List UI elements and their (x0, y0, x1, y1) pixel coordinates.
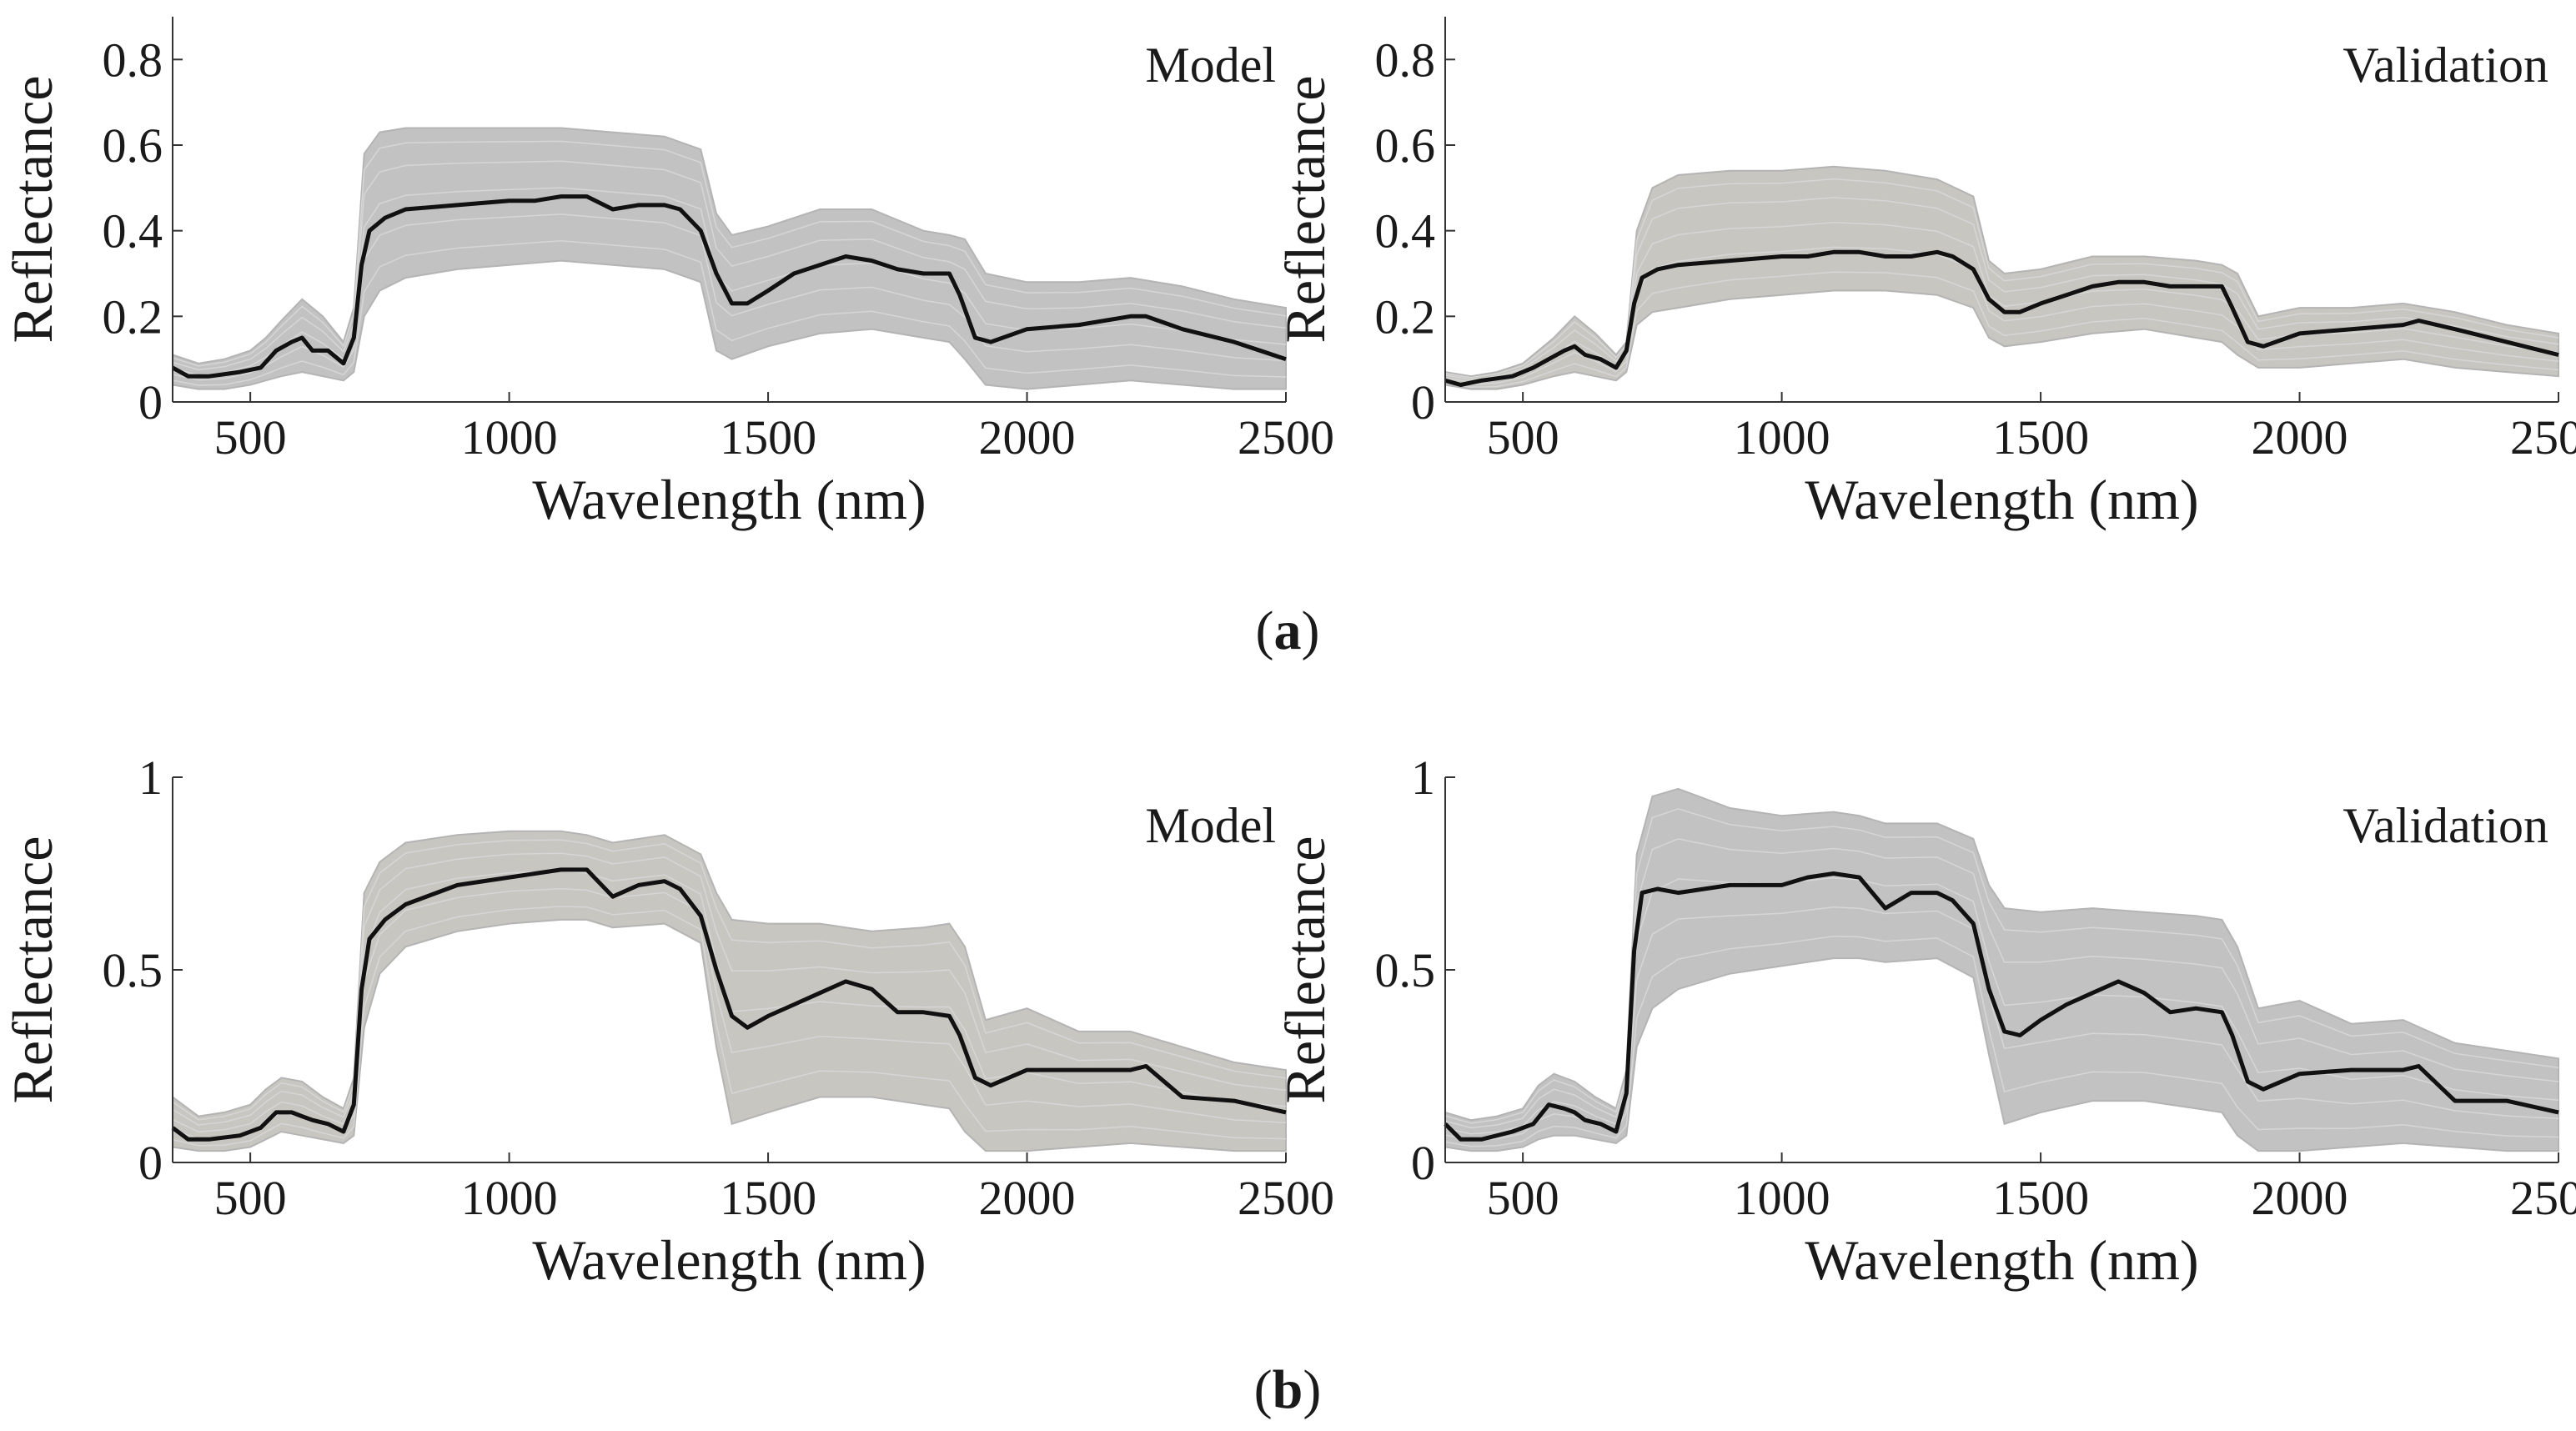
chart-1-y-tick-label-0: 0 (1411, 375, 1435, 429)
chart-3-spectra-texture (1444, 808, 2559, 1147)
chart-3-mean-spectrum-line (1444, 871, 2559, 1142)
chart-1-y-axis-title: Reflectance (1273, 76, 1337, 344)
caption-a-open: ( (1256, 600, 1274, 661)
chart-3-x-tick-label-3: 2000 (2252, 1171, 2348, 1225)
chart-1-x-axis-title: Wavelength (nm) (1805, 468, 2198, 531)
chart-0-mean-spectrum-line (171, 194, 1287, 379)
chart-2-y-tick-label-2: 1 (138, 751, 163, 805)
chart-0-y-tick-label-1: 0.2 (103, 289, 163, 344)
chart-2-y-tick-label-1: 0.5 (103, 943, 163, 997)
chart-1-panel-label: Validation (2343, 38, 2548, 93)
chart-2-x-tick-label-4: 2500 (1238, 1171, 1334, 1225)
chart-1-spectrum-line-4 (1444, 178, 2559, 379)
chart-0-x-tick-label-0: 500 (214, 410, 287, 464)
chart-0-panel-label: Model (1145, 38, 1276, 93)
chart-2-y-axis-title: Reflectance (1, 836, 64, 1104)
chart-1-spectra-texture (1444, 178, 2559, 389)
chart-0-y-tick-label-2: 0.4 (103, 204, 163, 259)
chart-1-spectrum-line-3 (1444, 197, 2559, 380)
chart-1-y-tick-label-1: 0.2 (1375, 289, 1436, 344)
chart-3-spectrum-line-3 (1444, 838, 2559, 1129)
chart-0-x-axis-title: Wavelength (nm) (532, 468, 926, 531)
chart-1-x-tick-label-4: 2500 (2510, 410, 2576, 464)
caption-b-close: ) (1303, 1359, 1321, 1420)
chart-3-y-tick-label-0: 0 (1411, 1136, 1435, 1190)
chart-1-y-tick-label-2: 0.4 (1375, 204, 1436, 259)
chart-0-spectrum-line-1 (172, 213, 1287, 381)
chart-0-spectra-texture (172, 140, 1287, 386)
chart-2-x-tick-label-3: 2000 (979, 1171, 1076, 1225)
chart-1: 500 1000 1500 2000 2500 0 0.2 0.4 0.6 0.8 Waveleng… (1273, 17, 2576, 531)
chart-1-x-tick-label-3: 2000 (2252, 410, 2348, 464)
chart-2-spectrum-line-2 (172, 870, 1287, 1133)
chart-2-y-tick-label-0: 0 (138, 1136, 163, 1190)
chart-0-spectra-envelope (172, 127, 1287, 390)
chart-3-x-tick-label-0: 500 (1487, 1171, 1559, 1225)
chart-0: 500 1000 1500 2000 2500 0 0.2 0.4 0.6 0.8 Waveleng… (1, 17, 1334, 531)
chart-3-y-tick-label-2: 1 (1411, 751, 1435, 805)
chart-1-x-tick-label-2: 1500 (1992, 410, 2089, 464)
chart-0-y-tick-label-3: 0.6 (103, 118, 163, 173)
chart-1-spectra-envelope (1444, 165, 2559, 390)
chart-1-y-tick-label-4: 0.8 (1375, 33, 1436, 87)
chart-0-x-tick-label-1: 1000 (461, 410, 558, 464)
chart-2-x-axis-title: Wavelength (nm) (532, 1228, 926, 1292)
caption-b-open: ( (1254, 1359, 1273, 1420)
chart-1-x-tick-label-1: 1000 (1734, 410, 1830, 464)
chart-2-x-tick-label-1: 1000 (461, 1171, 558, 1225)
chart-3: 500 1000 1500 2000 2500 0 0.5 1 Wavelength (nm) R… (1273, 751, 2576, 1292)
chart-3-x-axis-title: Wavelength (nm) (1805, 1228, 2198, 1292)
chart-0-spectrum-line-3 (172, 160, 1287, 371)
chart-3-spectra-envelope (1444, 787, 2559, 1152)
panels: 500 1000 1500 2000 250000.20.40.60.8Waveleng… (1, 17, 2576, 1292)
chart-0-y-tick-label-4: 0.8 (103, 33, 163, 87)
chart-2-spectrum-line-3 (172, 852, 1287, 1126)
chart-2-mean-spectrum-line (171, 867, 1287, 1142)
chart-2-panel-label: Model (1145, 798, 1276, 853)
chart-0-x-tick-label-3: 2000 (979, 410, 1076, 464)
chart-0-y-axis-title: Reflectance (1, 76, 64, 344)
chart-3-spectrum-line-0 (1444, 936, 2559, 1147)
chart-3-panel-label: Validation (2343, 798, 2548, 853)
chart-1-mean-spectrum-line (1444, 249, 2559, 387)
chart-3-spectrum-line-2 (1444, 876, 2559, 1135)
chart-3-spectrum-line-4 (1444, 808, 2559, 1124)
caption-a-close: ) (1302, 600, 1320, 661)
chart-3-x-tick-label-4: 2500 (2510, 1171, 2576, 1225)
chart-0-spectrum-line-0 (172, 239, 1287, 386)
chart-1-spectrum-line-1 (1444, 246, 2559, 385)
chart-3-y-tick-label-1: 0.5 (1375, 943, 1436, 997)
chart-3-x-tick-label-2: 1500 (1992, 1171, 2089, 1225)
chart-0-y-tick-label-0: 0 (138, 375, 163, 429)
chart-2-spectrum-line-4 (172, 839, 1287, 1121)
chart-0-spectrum-line-2 (172, 187, 1287, 376)
chart-1-spectrum-line-2 (1444, 221, 2559, 383)
caption-a-letter: a (1274, 600, 1302, 661)
caption-a: (a) (1256, 600, 1320, 661)
chart-1-spectrum-line-0 (1444, 271, 2559, 389)
chart-3-y-axis-title: Reflectance (1273, 836, 1337, 1104)
chart-2-spectrum-line-0 (172, 906, 1287, 1147)
chart-2-spectra-envelope (172, 830, 1287, 1152)
chart-0-x-tick-label-2: 1500 (720, 410, 816, 464)
chart-3-spectrum-line-1 (1444, 906, 2559, 1141)
caption-b-letter: b (1273, 1359, 1303, 1420)
chart-0-spectrum-line-4 (172, 140, 1287, 367)
chart-2: 500 1000 1500 2000 2500 0 0.5 1 Wavelength (nm) R… (1, 751, 1334, 1292)
chart-1-y-tick-label-3: 0.6 (1375, 118, 1436, 173)
chart-2-x-tick-label-0: 500 (214, 1171, 287, 1225)
caption-b: (b) (1254, 1359, 1322, 1420)
chart-0-x-tick-label-4: 2500 (1238, 410, 1334, 464)
chart-3-x-tick-label-1: 1000 (1734, 1171, 1830, 1225)
chart-1-x-tick-label-0: 500 (1487, 410, 1559, 464)
chart-2-x-tick-label-2: 1500 (720, 1171, 816, 1225)
